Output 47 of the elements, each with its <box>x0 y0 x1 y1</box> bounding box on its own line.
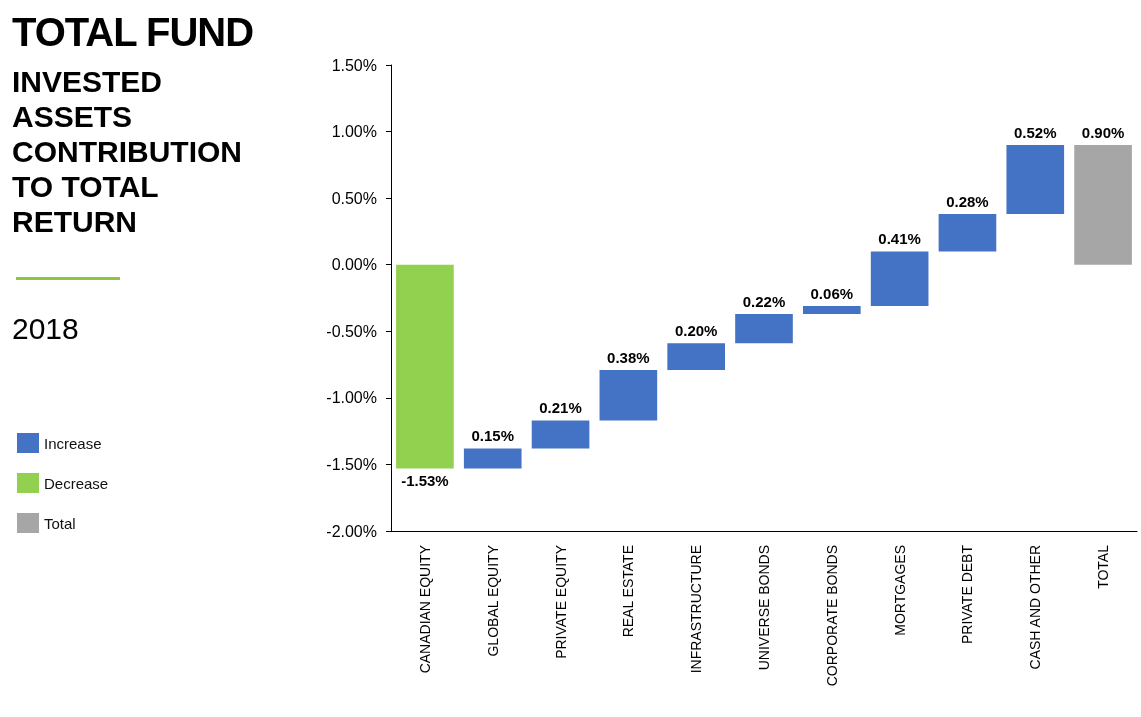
x-tick-label: CANADIAN EQUITY <box>416 544 433 674</box>
x-tick-label: INFRASTRUCTURE <box>688 545 705 674</box>
y-tick-label: -0.50% <box>326 322 377 340</box>
x-tick-label: CORPORATE BONDS <box>823 545 840 687</box>
y-tick-label: 0.50% <box>331 189 377 207</box>
bar <box>396 264 454 469</box>
data-label: 0.20% <box>674 322 718 340</box>
data-label: 0.21% <box>539 399 582 417</box>
x-tick-label: REAL ESTATE <box>620 545 637 638</box>
y-tick-label: 1.00% <box>331 123 377 141</box>
data-label: 0.15% <box>471 427 514 445</box>
x-tick-label: CASH AND OTHER <box>1027 545 1044 670</box>
x-tick-label: PRIVATE DEBT <box>959 544 976 645</box>
chart-title: TOTAL FUND <box>12 10 255 54</box>
bar <box>1074 144 1132 265</box>
x-tick-label: UNIVERSE BONDS <box>756 545 772 671</box>
y-tick-label: -1.50% <box>326 455 377 473</box>
data-label: -1.53% <box>401 472 449 490</box>
data-label: 0.52% <box>1014 123 1057 141</box>
y-tick-label: 0.00% <box>331 256 377 274</box>
data-label: 0.22% <box>742 292 786 310</box>
bar <box>735 313 793 344</box>
text: INVESTED ASSETS CONTRIBUTION TO TOTAL RETURN <box>12 64 243 239</box>
bar <box>1006 144 1065 215</box>
data-label: 0.41% <box>878 230 921 248</box>
bar <box>463 448 522 469</box>
data-label: 0.38% <box>607 348 650 366</box>
x-tick-label: MORTGAGES <box>891 545 908 636</box>
x-tick-label: GLOBAL EQUITY <box>484 544 501 657</box>
bar <box>803 305 861 314</box>
x-tick-label: PRIVATE EQUITY <box>552 544 569 659</box>
bar <box>870 251 929 306</box>
x-tick-label: TOTAL <box>1095 544 1112 589</box>
data-label: 0.28% <box>946 193 989 211</box>
bar <box>938 214 997 252</box>
legend-label: Total <box>44 514 76 532</box>
data-label: 0.06% <box>810 284 854 302</box>
bar <box>531 420 590 449</box>
bar <box>667 343 725 370</box>
legend-label: Decrease <box>44 474 109 492</box>
text: 2018 <box>12 312 80 346</box>
legend-label: Increase <box>44 434 102 452</box>
y-tick-label: -2.00% <box>326 522 377 540</box>
data-label: 0.90% <box>1081 123 1125 141</box>
y-tick-label: -1.00% <box>326 389 377 407</box>
y-tick-label: 1.50% <box>331 56 377 74</box>
bar <box>599 369 658 421</box>
